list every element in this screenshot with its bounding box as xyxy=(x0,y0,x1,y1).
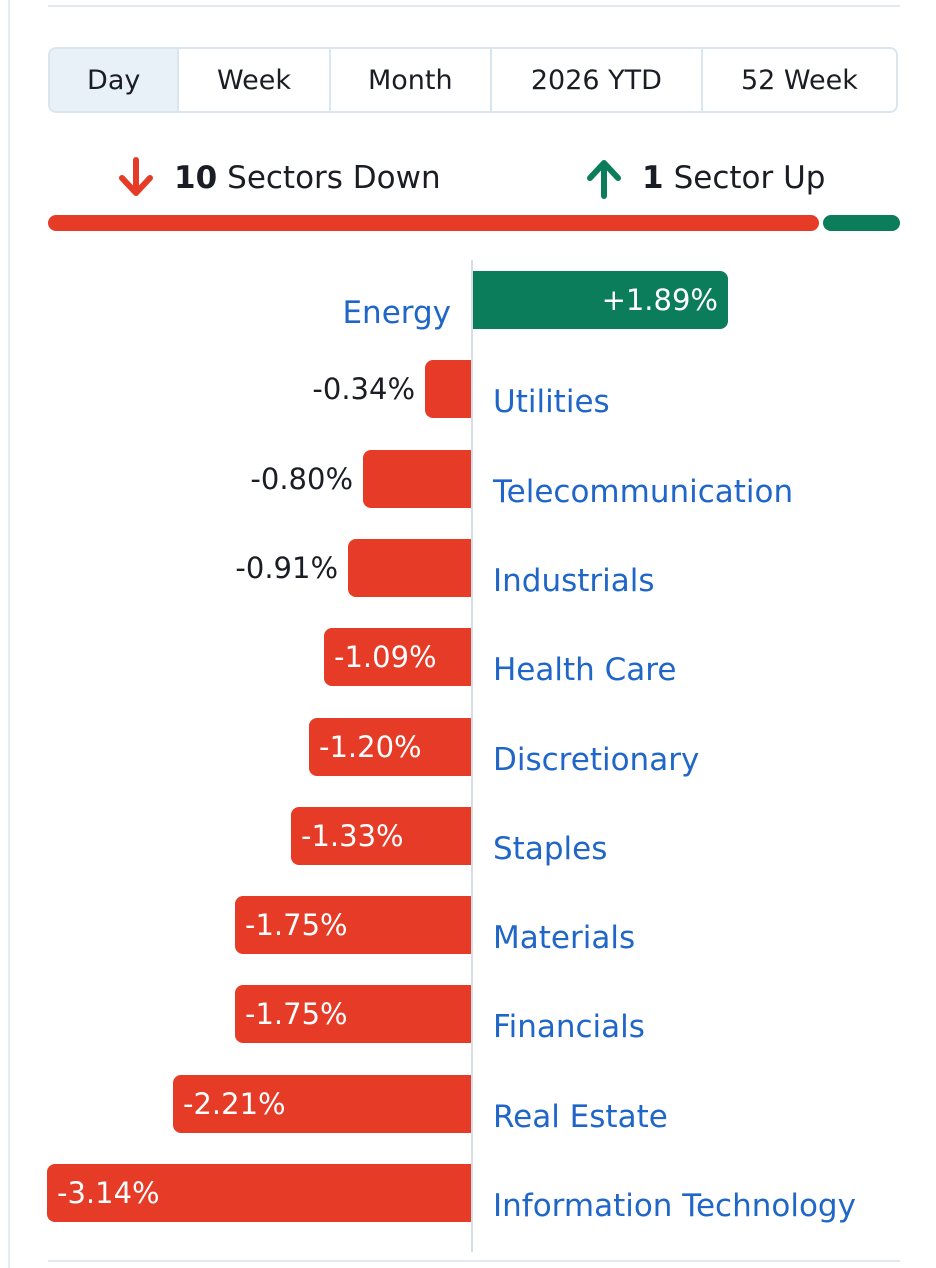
bar-information-technology xyxy=(47,1164,471,1222)
value-label-staples: -1.33% xyxy=(301,819,404,853)
bar-health-care xyxy=(324,628,471,686)
ratio-bar-down-segment xyxy=(48,215,819,231)
value-label-information-technology: -3.14% xyxy=(57,1176,160,1210)
sector-name-telecommunication[interactable]: Telecommunication xyxy=(493,474,794,510)
sectors-up-label: Sector Up xyxy=(673,160,826,196)
value-label-telecommunication: -0.80% xyxy=(250,462,353,496)
value-label-real-estate: -2.21% xyxy=(183,1087,286,1121)
sector-name-health-care[interactable]: Health Care xyxy=(493,652,677,688)
sectors-down-summary: 10 Sectors Down xyxy=(116,150,441,206)
bar-materials xyxy=(235,896,471,954)
sector-name-energy[interactable]: Energy xyxy=(342,295,451,331)
tab-day[interactable]: Day xyxy=(50,49,180,111)
sector-name-information-technology[interactable]: Information Technology xyxy=(493,1188,856,1224)
value-label-health-care: -1.09% xyxy=(334,640,437,674)
arrow-up-icon xyxy=(587,160,621,199)
period-tabs: Day Week Month 2026 YTD 52 Week xyxy=(48,47,898,113)
value-label-materials: -1.75% xyxy=(245,908,348,942)
bar-real-estate xyxy=(173,1075,471,1133)
sectors-down-count: 10 xyxy=(174,160,218,196)
sector-name-utilities[interactable]: Utilities xyxy=(493,384,610,420)
sectors-up-count: 1 xyxy=(642,160,664,196)
bar-utilities xyxy=(425,360,471,418)
tab-52-week[interactable]: 52 Week xyxy=(740,64,858,96)
value-label-energy: +1.89% xyxy=(601,283,718,317)
bar-industrials xyxy=(348,539,471,597)
tab-month[interactable]: Month xyxy=(331,49,492,111)
value-label-industrials: -0.91% xyxy=(235,551,338,585)
sector-name-discretionary[interactable]: Discretionary xyxy=(493,742,700,778)
bottom-divider xyxy=(48,1260,900,1262)
bar-financials xyxy=(235,985,471,1043)
sector-name-real-estate[interactable]: Real Estate xyxy=(493,1099,668,1135)
top-divider xyxy=(48,5,900,7)
sector-name-materials[interactable]: Materials xyxy=(493,920,636,956)
ratio-bar-up-segment xyxy=(823,215,900,231)
sector-name-staples[interactable]: Staples xyxy=(493,831,608,867)
value-label-financials: -1.75% xyxy=(245,997,348,1031)
chart-zero-axis xyxy=(471,260,473,1252)
bar-energy xyxy=(473,271,728,329)
value-label-utilities: -0.34% xyxy=(312,372,415,406)
left-border xyxy=(8,0,10,1268)
value-label-discretionary: -1.20% xyxy=(319,730,422,764)
arrow-down-icon xyxy=(119,157,153,196)
sectors-down-label: Sectors Down xyxy=(227,160,441,196)
sector-ratio-bar xyxy=(48,215,900,231)
bar-discretionary xyxy=(309,718,471,776)
sector-name-industrials[interactable]: Industrials xyxy=(493,563,655,599)
sectors-up-summary: 1 Sector Up xyxy=(584,150,825,206)
bar-staples xyxy=(291,807,471,865)
bar-telecommunication xyxy=(363,450,471,508)
tab-week[interactable]: Week xyxy=(179,49,331,111)
tab-2026-ytd[interactable]: 2026 YTD xyxy=(492,49,703,111)
sector-name-financials[interactable]: Financials xyxy=(493,1009,645,1045)
